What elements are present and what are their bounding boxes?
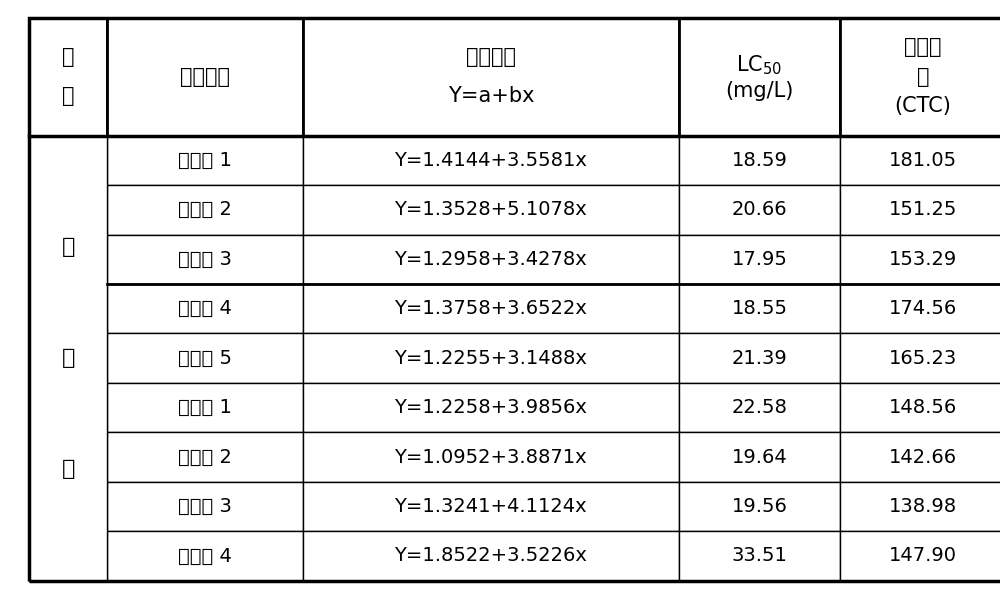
Text: Y=1.3241+4.1124x: Y=1.3241+4.1124x [395, 497, 587, 516]
Text: 供试药剂: 供试药剂 [180, 67, 230, 87]
Text: LC$_{50}$: LC$_{50}$ [736, 53, 782, 77]
Text: Y=1.2258+3.9856x: Y=1.2258+3.9856x [394, 398, 587, 417]
Text: Y=a+bx: Y=a+bx [448, 86, 534, 107]
Bar [107, 136, 303, 185]
Bar [840, 185, 1000, 235]
Bar [107, 185, 303, 235]
Text: 实施例 2: 实施例 2 [178, 200, 232, 219]
Bar [840, 284, 1000, 333]
Bar [679, 482, 840, 531]
Text: 数: 数 [917, 67, 929, 87]
Bar [29, 18, 107, 136]
Text: 对照组 2: 对照组 2 [178, 447, 232, 467]
Text: 165.23: 165.23 [889, 349, 957, 368]
Bar [840, 235, 1000, 284]
Bar [303, 284, 679, 333]
Text: 181.05: 181.05 [889, 151, 957, 170]
Bar [840, 432, 1000, 482]
Bar [303, 136, 679, 185]
Text: 17.95: 17.95 [731, 250, 787, 269]
Bar [303, 235, 679, 284]
Text: 跖: 跖 [62, 348, 75, 368]
Bar [303, 383, 679, 432]
Bar [303, 185, 679, 235]
Text: 对照组 4: 对照组 4 [178, 546, 232, 566]
Bar [107, 235, 303, 284]
Text: 回归方程: 回归方程 [466, 47, 516, 68]
Bar [840, 136, 1000, 185]
Text: 19.64: 19.64 [732, 447, 787, 467]
Bar [679, 383, 840, 432]
Text: 草: 草 [62, 86, 75, 107]
Bar [840, 18, 1000, 136]
Text: 共毒系: 共毒系 [904, 37, 942, 57]
Text: 对照组 3: 对照组 3 [178, 497, 232, 516]
Bar [840, 482, 1000, 531]
Text: 对照组 1: 对照组 1 [178, 398, 232, 417]
Text: 实施例 3: 实施例 3 [178, 250, 232, 269]
Text: 鸭: 鸭 [62, 237, 75, 257]
Bar [107, 482, 303, 531]
Text: Y=1.2958+3.4278x: Y=1.2958+3.4278x [394, 250, 587, 269]
Text: Y=1.8522+3.5226x: Y=1.8522+3.5226x [394, 546, 587, 566]
Text: 草: 草 [62, 459, 75, 479]
Text: 实施例 4: 实施例 4 [178, 299, 232, 318]
Bar [29, 136, 107, 581]
Text: 151.25: 151.25 [889, 200, 957, 219]
Text: (mg/L): (mg/L) [725, 81, 794, 101]
Bar [679, 531, 840, 581]
Bar [679, 333, 840, 383]
Text: 22.58: 22.58 [731, 398, 787, 417]
Text: Y=1.3758+3.6522x: Y=1.3758+3.6522x [394, 299, 587, 318]
Text: 18.55: 18.55 [731, 299, 787, 318]
Text: 153.29: 153.29 [889, 250, 957, 269]
Bar [303, 333, 679, 383]
Bar [303, 18, 679, 136]
Bar [840, 531, 1000, 581]
Text: 33.51: 33.51 [731, 546, 787, 566]
Text: 147.90: 147.90 [889, 546, 957, 566]
Text: 138.98: 138.98 [889, 497, 957, 516]
Text: 20.66: 20.66 [732, 200, 787, 219]
Bar [107, 531, 303, 581]
Text: 19.56: 19.56 [731, 497, 787, 516]
Text: 21.39: 21.39 [732, 349, 787, 368]
Bar [840, 383, 1000, 432]
Text: 实施例 5: 实施例 5 [178, 349, 232, 368]
Bar [303, 531, 679, 581]
Bar [679, 136, 840, 185]
Bar [679, 18, 840, 136]
Bar [679, 185, 840, 235]
Bar [107, 333, 303, 383]
Text: Y=1.4144+3.5581x: Y=1.4144+3.5581x [394, 151, 587, 170]
Text: Y=1.0952+3.8871x: Y=1.0952+3.8871x [395, 447, 587, 467]
Bar [303, 432, 679, 482]
Bar [107, 18, 303, 136]
Text: 杂: 杂 [62, 47, 75, 68]
Text: 142.66: 142.66 [889, 447, 957, 467]
Text: (CTC): (CTC) [895, 96, 951, 116]
Bar [107, 383, 303, 432]
Text: 18.59: 18.59 [731, 151, 787, 170]
Text: Y=1.3528+5.1078x: Y=1.3528+5.1078x [394, 200, 587, 219]
Text: 148.56: 148.56 [889, 398, 957, 417]
Text: 174.56: 174.56 [889, 299, 957, 318]
Text: 实施例 1: 实施例 1 [178, 151, 232, 170]
Bar [679, 284, 840, 333]
Text: Y=1.2255+3.1488x: Y=1.2255+3.1488x [394, 349, 587, 368]
Bar [679, 235, 840, 284]
Bar [107, 284, 303, 333]
Bar [107, 432, 303, 482]
Bar [303, 482, 679, 531]
Bar [840, 333, 1000, 383]
Bar [679, 432, 840, 482]
